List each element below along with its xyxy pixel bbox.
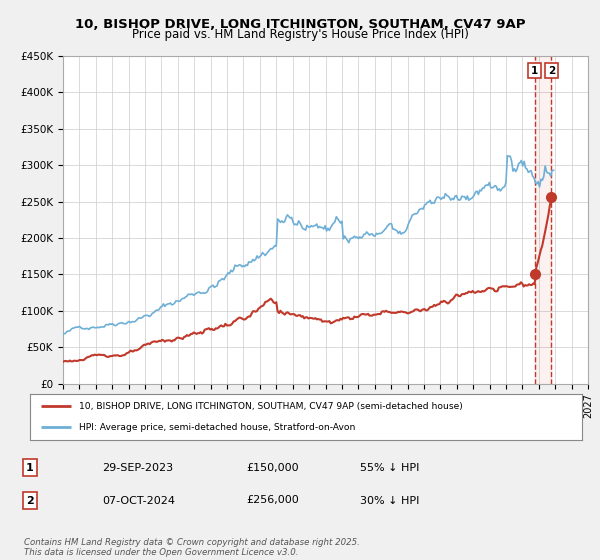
Text: 07-OCT-2024: 07-OCT-2024 [102, 496, 175, 506]
Text: 2: 2 [548, 66, 555, 76]
Bar [535, 56, 551, 384]
Text: 1: 1 [531, 66, 538, 76]
Text: HPI: Average price, semi-detached house, Stratford-on-Avon: HPI: Average price, semi-detached house,… [79, 423, 355, 432]
Text: 55% ↓ HPI: 55% ↓ HPI [360, 463, 419, 473]
Text: 30% ↓ HPI: 30% ↓ HPI [360, 496, 419, 506]
Text: Price paid vs. HM Land Registry's House Price Index (HPI): Price paid vs. HM Land Registry's House … [131, 28, 469, 41]
Text: 10, BISHOP DRIVE, LONG ITCHINGTON, SOUTHAM, CV47 9AP (semi-detached house): 10, BISHOP DRIVE, LONG ITCHINGTON, SOUTH… [79, 402, 463, 410]
Text: 2: 2 [26, 496, 34, 506]
Text: 29-SEP-2023: 29-SEP-2023 [102, 463, 173, 473]
Text: £150,000: £150,000 [246, 463, 299, 473]
Text: Contains HM Land Registry data © Crown copyright and database right 2025.
This d: Contains HM Land Registry data © Crown c… [24, 538, 360, 557]
Text: 10, BISHOP DRIVE, LONG ITCHINGTON, SOUTHAM, CV47 9AP: 10, BISHOP DRIVE, LONG ITCHINGTON, SOUTH… [75, 18, 525, 31]
Text: 1: 1 [26, 463, 34, 473]
Text: £256,000: £256,000 [246, 496, 299, 506]
